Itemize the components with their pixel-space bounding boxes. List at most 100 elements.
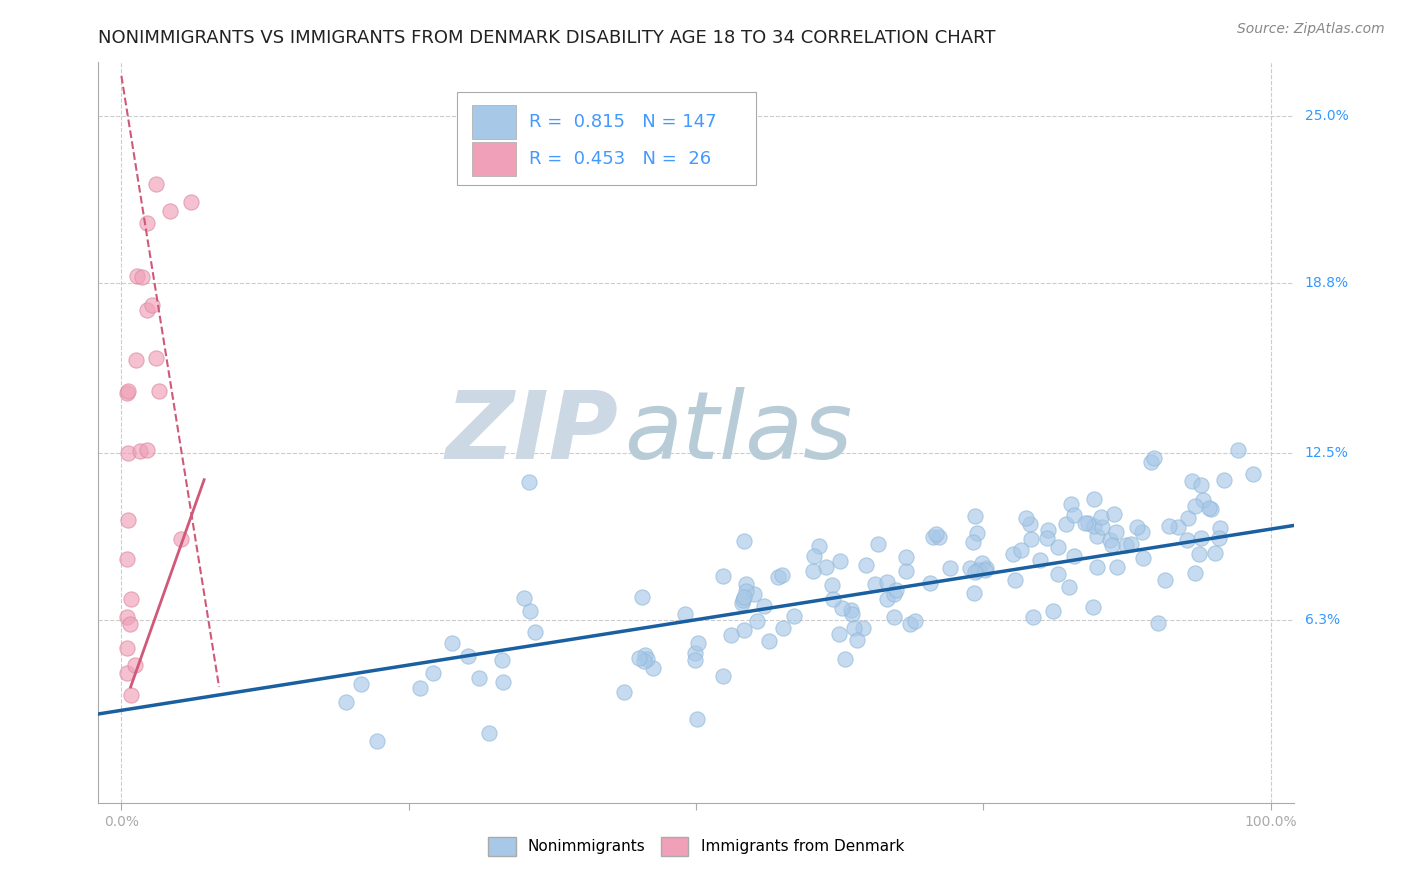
Point: [634, 648, 657, 662]
Text: atlas: atlas: [624, 387, 852, 478]
Point: [963, 565, 986, 579]
Point: [876, 574, 898, 589]
Point: [918, 575, 941, 590]
Point: [1204, 546, 1226, 560]
Point: [180, 194, 202, 209]
Point: [117, 446, 139, 460]
Point: [1063, 549, 1085, 564]
Point: [1002, 547, 1025, 561]
Point: [120, 616, 142, 631]
Point: [117, 384, 139, 399]
Point: [492, 675, 515, 690]
Text: R =  0.453   N =  26: R = 0.453 N = 26: [529, 150, 711, 168]
Point: [128, 444, 150, 458]
Point: [1104, 507, 1126, 521]
Point: [963, 586, 986, 600]
Point: [1188, 548, 1211, 562]
Point: [821, 578, 844, 592]
Point: [966, 526, 988, 541]
Point: [839, 603, 862, 617]
Point: [1047, 567, 1070, 582]
Point: [519, 604, 541, 618]
Point: [841, 607, 863, 622]
Point: [882, 610, 904, 624]
Point: [855, 558, 877, 573]
Point: [1036, 523, 1059, 537]
Point: [730, 596, 752, 610]
FancyBboxPatch shape: [457, 92, 756, 185]
Point: [491, 653, 513, 667]
Point: [896, 549, 918, 564]
Point: [1015, 511, 1038, 525]
Point: [115, 666, 138, 681]
Point: [758, 634, 780, 648]
Point: [1107, 560, 1129, 574]
Point: [1083, 492, 1105, 507]
Point: [772, 567, 794, 582]
Point: [711, 569, 734, 583]
Point: [335, 695, 357, 709]
Point: [970, 556, 993, 570]
Point: [145, 351, 167, 366]
Point: [145, 177, 167, 191]
Point: [1099, 533, 1122, 547]
Point: [1180, 474, 1202, 488]
Point: [1115, 538, 1137, 552]
Text: 25.0%: 25.0%: [1305, 110, 1348, 123]
Point: [641, 661, 664, 675]
Text: 12.5%: 12.5%: [1305, 446, 1348, 459]
Point: [959, 561, 981, 575]
Text: 6.3%: 6.3%: [1305, 613, 1340, 627]
Point: [733, 623, 755, 637]
Point: [1184, 566, 1206, 580]
Point: [115, 609, 138, 624]
Point: [478, 726, 501, 740]
Text: 18.8%: 18.8%: [1305, 277, 1348, 290]
Point: [131, 270, 153, 285]
Text: Source: ZipAtlas.com: Source: ZipAtlas.com: [1237, 22, 1385, 37]
Text: NONIMMIGRANTS VS IMMIGRANTS FROM DENMARK DISABILITY AGE 18 TO 34 CORRELATION CHA: NONIMMIGRANTS VS IMMIGRANTS FROM DENMARK…: [98, 29, 995, 47]
Point: [828, 626, 851, 640]
Point: [468, 671, 491, 685]
Point: [1184, 499, 1206, 513]
Point: [631, 590, 654, 604]
Point: [1104, 525, 1126, 540]
Point: [831, 601, 853, 615]
Point: [1022, 610, 1045, 624]
Point: [1167, 519, 1189, 533]
Point: [772, 621, 794, 635]
Point: [846, 633, 869, 648]
Point: [974, 563, 997, 577]
Point: [673, 607, 696, 622]
Point: [1074, 516, 1097, 530]
Point: [823, 592, 845, 607]
FancyBboxPatch shape: [472, 104, 516, 138]
FancyBboxPatch shape: [472, 142, 516, 176]
Point: [517, 475, 540, 490]
Point: [683, 647, 706, 661]
Point: [1083, 600, 1105, 615]
Point: [523, 624, 546, 639]
Point: [1209, 521, 1232, 535]
Point: [1010, 542, 1032, 557]
Point: [939, 561, 962, 575]
Point: [1004, 573, 1026, 587]
Point: [733, 591, 755, 605]
Point: [141, 298, 163, 312]
Point: [686, 636, 709, 650]
Point: [898, 617, 921, 632]
Point: [1189, 478, 1212, 492]
Point: [876, 592, 898, 607]
Point: [1140, 455, 1163, 469]
Point: [754, 599, 776, 613]
Point: [922, 530, 945, 544]
Point: [169, 532, 191, 546]
Point: [1029, 553, 1052, 567]
Point: [894, 565, 917, 579]
Point: [1083, 518, 1105, 533]
Point: [1019, 516, 1042, 531]
Point: [734, 584, 756, 599]
Point: [807, 539, 830, 553]
Point: [735, 576, 758, 591]
Point: [1019, 533, 1042, 547]
